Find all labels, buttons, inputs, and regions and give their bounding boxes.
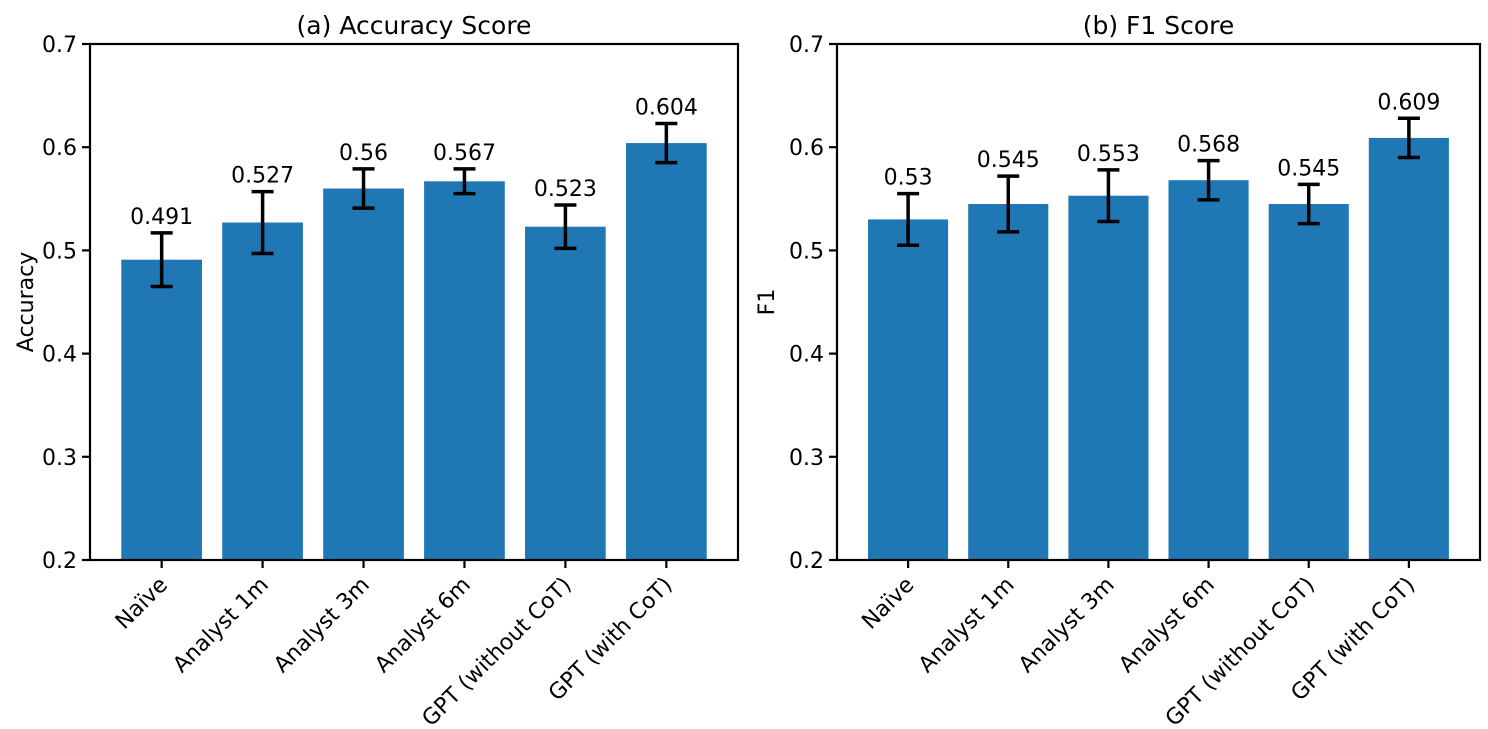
f1-panel-title: (b) F1 Score [1083, 11, 1235, 40]
y-axis-tick-label: 0.6 [789, 136, 824, 161]
bar [1068, 195, 1149, 560]
y-axis-tick-label: 0.2 [42, 549, 77, 574]
bar-value-label: 0.545 [1277, 156, 1340, 181]
y-axis-tick-label: 0.2 [789, 549, 824, 574]
f1-y-axis-label: F1 [755, 289, 780, 316]
bar [323, 188, 404, 560]
bar [525, 226, 606, 560]
y-axis-tick-label: 0.7 [789, 33, 824, 58]
y-axis-tick-label: 0.4 [789, 343, 824, 368]
bar-value-label: 0.609 [1377, 90, 1440, 115]
bar [121, 259, 202, 560]
bar-value-label: 0.491 [130, 205, 193, 230]
bar-value-label: 0.568 [1177, 133, 1240, 158]
accuracy-plot-area: 0.491 0.527 0.56 0.567 0.523 0.604 0.2 0.3 0.4 0.… [42, 33, 740, 729]
axes-spines [835, 42, 1482, 562]
x-axis-category-label: Naïve [111, 573, 173, 635]
bar-value-label: 0.553 [1077, 142, 1140, 167]
axes-spines [88, 42, 740, 562]
f1-score-panel: (b) F1 Score F1 0.53 0.545 0.553 0.568 0.545… [755, 11, 1482, 729]
accuracy-score-panel: (a) Accuracy Score Accuracy 0.4910.5270.… [14, 11, 740, 729]
bar-value-label: 0.527 [231, 164, 294, 189]
bar-value-label: 0.567 [433, 141, 496, 166]
accuracy-y-axis-label: Accuracy [14, 252, 39, 352]
bar [222, 222, 303, 560]
bar-value-label: 0.56 [339, 141, 388, 166]
y-axis-tick-label: 0.7 [42, 33, 77, 58]
bar-value-label: 0.545 [977, 148, 1040, 173]
bar [1268, 204, 1349, 560]
y-axis-tick-label: 0.4 [42, 343, 77, 368]
bar-value-label: 0.604 [635, 96, 698, 121]
x-axis-category-label: Analyst 3m [269, 573, 374, 678]
x-axis-category-label: Analyst 6m [370, 573, 475, 678]
y-axis-tick-label: 0.5 [789, 239, 824, 264]
f1-plot-area: 0.53 0.545 0.553 0.568 0.545 0.609 0.2 0.3 0.4 0.… [789, 33, 1482, 729]
bar-value-label: 0.53 [884, 166, 933, 191]
bar [868, 219, 949, 560]
y-axis-tick-label: 0.6 [42, 136, 77, 161]
y-axis-tick-label: 0.3 [42, 446, 77, 471]
bar-value-label: 0.523 [534, 177, 597, 202]
y-axis-tick-label: 0.3 [789, 446, 824, 471]
bar [1168, 180, 1249, 560]
x-axis-category-label: Analyst 1m [914, 573, 1019, 678]
accuracy-panel-title: (a) Accuracy Score [297, 11, 532, 40]
x-axis-category-label: Naïve [857, 573, 919, 635]
bar [626, 143, 707, 560]
bar [968, 204, 1049, 560]
bar [1368, 137, 1449, 560]
x-axis-category-label: Analyst 3m [1014, 573, 1119, 678]
x-axis-category-label: Analyst 6m [1114, 573, 1219, 678]
bar [424, 181, 505, 561]
y-axis-tick-label: 0.5 [42, 239, 77, 264]
x-axis-category-label: Analyst 1m [168, 573, 273, 678]
